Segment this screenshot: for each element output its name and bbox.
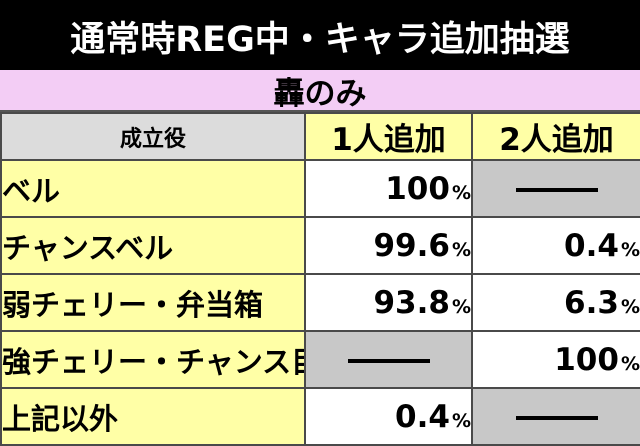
percent-unit: % [451,238,471,261]
header-label: 成立役 [0,112,306,161]
page-title: 通常時REG中・キャラ追加抽選 [0,0,640,70]
probability-table: 成立役 1人追加 2人追加 ベル 100% チャンスベル 99.6% 0.4% 弱チェリー… [0,112,640,446]
rate-value: 100 [385,170,450,207]
row-label: ベル [0,159,306,218]
one-person-rate: 100% [304,159,473,218]
rate-value: 0.4 [564,227,619,264]
percent-unit: % [620,352,640,375]
not-applicable-cell [471,159,640,218]
two-person-rate: 0.4% [471,216,640,275]
table-row: 強チェリー・チャンス目 100% [0,330,640,389]
dash-icon [515,415,598,420]
rate-value: 100 [554,341,619,378]
not-applicable-cell [471,387,640,446]
two-person-rate: 6.3% [471,273,640,332]
table-row: 弱チェリー・弁当箱 93.8% 6.3% [0,273,640,332]
percent-unit: % [451,181,471,204]
row-label: 弱チェリー・弁当箱 [0,273,306,332]
row-label: 強チェリー・チャンス目 [0,330,306,389]
percent-unit: % [620,295,640,318]
row-label: チャンスベル [0,216,306,275]
header-two-person: 2人追加 [471,112,640,161]
row-label: 上記以外 [0,387,306,446]
header-one-person: 1人追加 [304,112,473,161]
percent-unit: % [451,409,471,432]
rate-value: 6.3 [564,284,619,321]
percent-unit: % [451,295,471,318]
section-title: 轟のみ [0,70,640,112]
one-person-rate: 0.4% [304,387,473,446]
table-header-row: 成立役 1人追加 2人追加 [0,112,640,161]
table-row: 上記以外 0.4% [0,387,640,446]
rate-value: 93.8 [373,284,450,321]
dash-icon [347,358,430,363]
dash-icon [515,187,598,192]
table-row: ベル 100% [0,159,640,218]
one-person-rate: 99.6% [304,216,473,275]
table-row: チャンスベル 99.6% 0.4% [0,216,640,275]
rate-value: 99.6 [373,227,450,264]
percent-unit: % [620,238,640,261]
two-person-rate: 100% [471,330,640,389]
one-person-rate: 93.8% [304,273,473,332]
rate-value: 0.4 [395,398,450,435]
not-applicable-cell [304,330,473,389]
